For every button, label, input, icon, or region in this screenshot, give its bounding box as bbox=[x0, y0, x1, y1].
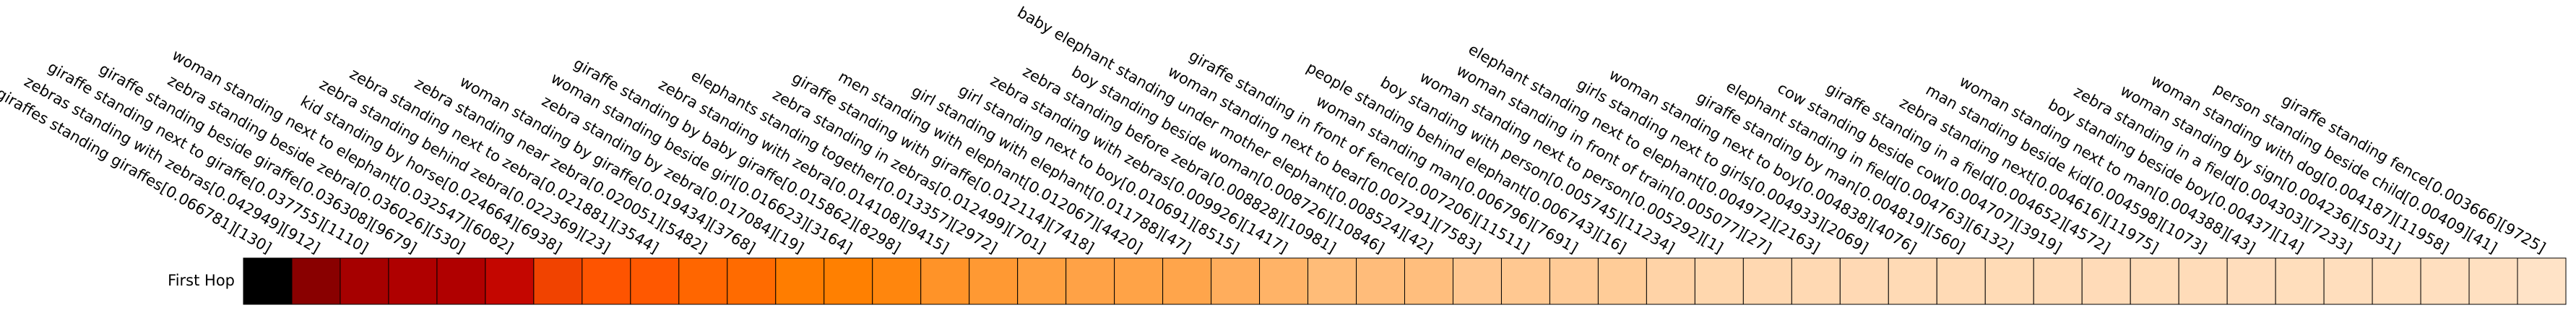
heatmap-cell bbox=[775, 257, 825, 305]
heatmap-cell bbox=[2420, 257, 2470, 305]
heatmap-cell bbox=[1308, 257, 1357, 305]
heatmap-cell bbox=[2178, 257, 2228, 305]
heatmap-cell bbox=[1742, 257, 1792, 305]
heatmap-cell bbox=[920, 257, 970, 305]
heatmap-cell bbox=[1162, 257, 1212, 305]
heatmap-cell bbox=[388, 257, 438, 305]
heatmap-cell bbox=[1211, 257, 1261, 305]
heatmap-cell bbox=[1066, 257, 1115, 305]
heatmap-cell bbox=[1549, 257, 1599, 305]
heatmap-cell bbox=[436, 257, 486, 305]
heatmap-cell bbox=[533, 257, 583, 305]
heatmap-cell bbox=[2372, 257, 2421, 305]
heatmap-cell bbox=[2275, 257, 2325, 305]
heatmap-cell bbox=[1936, 257, 1986, 305]
heatmap-cell bbox=[1500, 257, 1550, 305]
heatmap-cell bbox=[1356, 257, 1406, 305]
heatmap-cell bbox=[485, 257, 535, 305]
heatmap-cell bbox=[1404, 257, 1453, 305]
heatmap-cell bbox=[2226, 257, 2276, 305]
heatmap-cell bbox=[1839, 257, 1889, 305]
heatmap-cell bbox=[872, 257, 922, 305]
heatmap-cell bbox=[1452, 257, 1502, 305]
heatmap-cell bbox=[1259, 257, 1309, 305]
heatmap-cell bbox=[2468, 257, 2518, 305]
heatmap-cell bbox=[1791, 257, 1841, 305]
heatmap-cell bbox=[2517, 257, 2567, 305]
heatmap-cell bbox=[630, 257, 680, 305]
heatmap-cell bbox=[1984, 257, 2034, 305]
heatmap-cell bbox=[2323, 257, 2373, 305]
heatmap-cell bbox=[1694, 257, 1744, 305]
heatmap-cell bbox=[1017, 257, 1067, 305]
heatmap-cell bbox=[1888, 257, 1937, 305]
heatmap-cell bbox=[727, 257, 777, 305]
heatmap-cell bbox=[1646, 257, 1695, 305]
heatmap-cell bbox=[824, 257, 873, 305]
heatmap-cell bbox=[2033, 257, 2083, 305]
heatmap-cell bbox=[340, 257, 389, 305]
heatmap-cell bbox=[582, 257, 631, 305]
heatmap-cell bbox=[1114, 257, 1164, 305]
heatmap-cell bbox=[243, 257, 293, 305]
heatmap-cell bbox=[291, 257, 341, 305]
heatmap-cell bbox=[1597, 257, 1647, 305]
heatmap-cell bbox=[678, 257, 728, 305]
heatmap-cell bbox=[969, 257, 1019, 305]
heatmap-cell bbox=[2081, 257, 2131, 305]
row-label: First Hop bbox=[168, 272, 235, 289]
heatmap-cell bbox=[2130, 257, 2179, 305]
